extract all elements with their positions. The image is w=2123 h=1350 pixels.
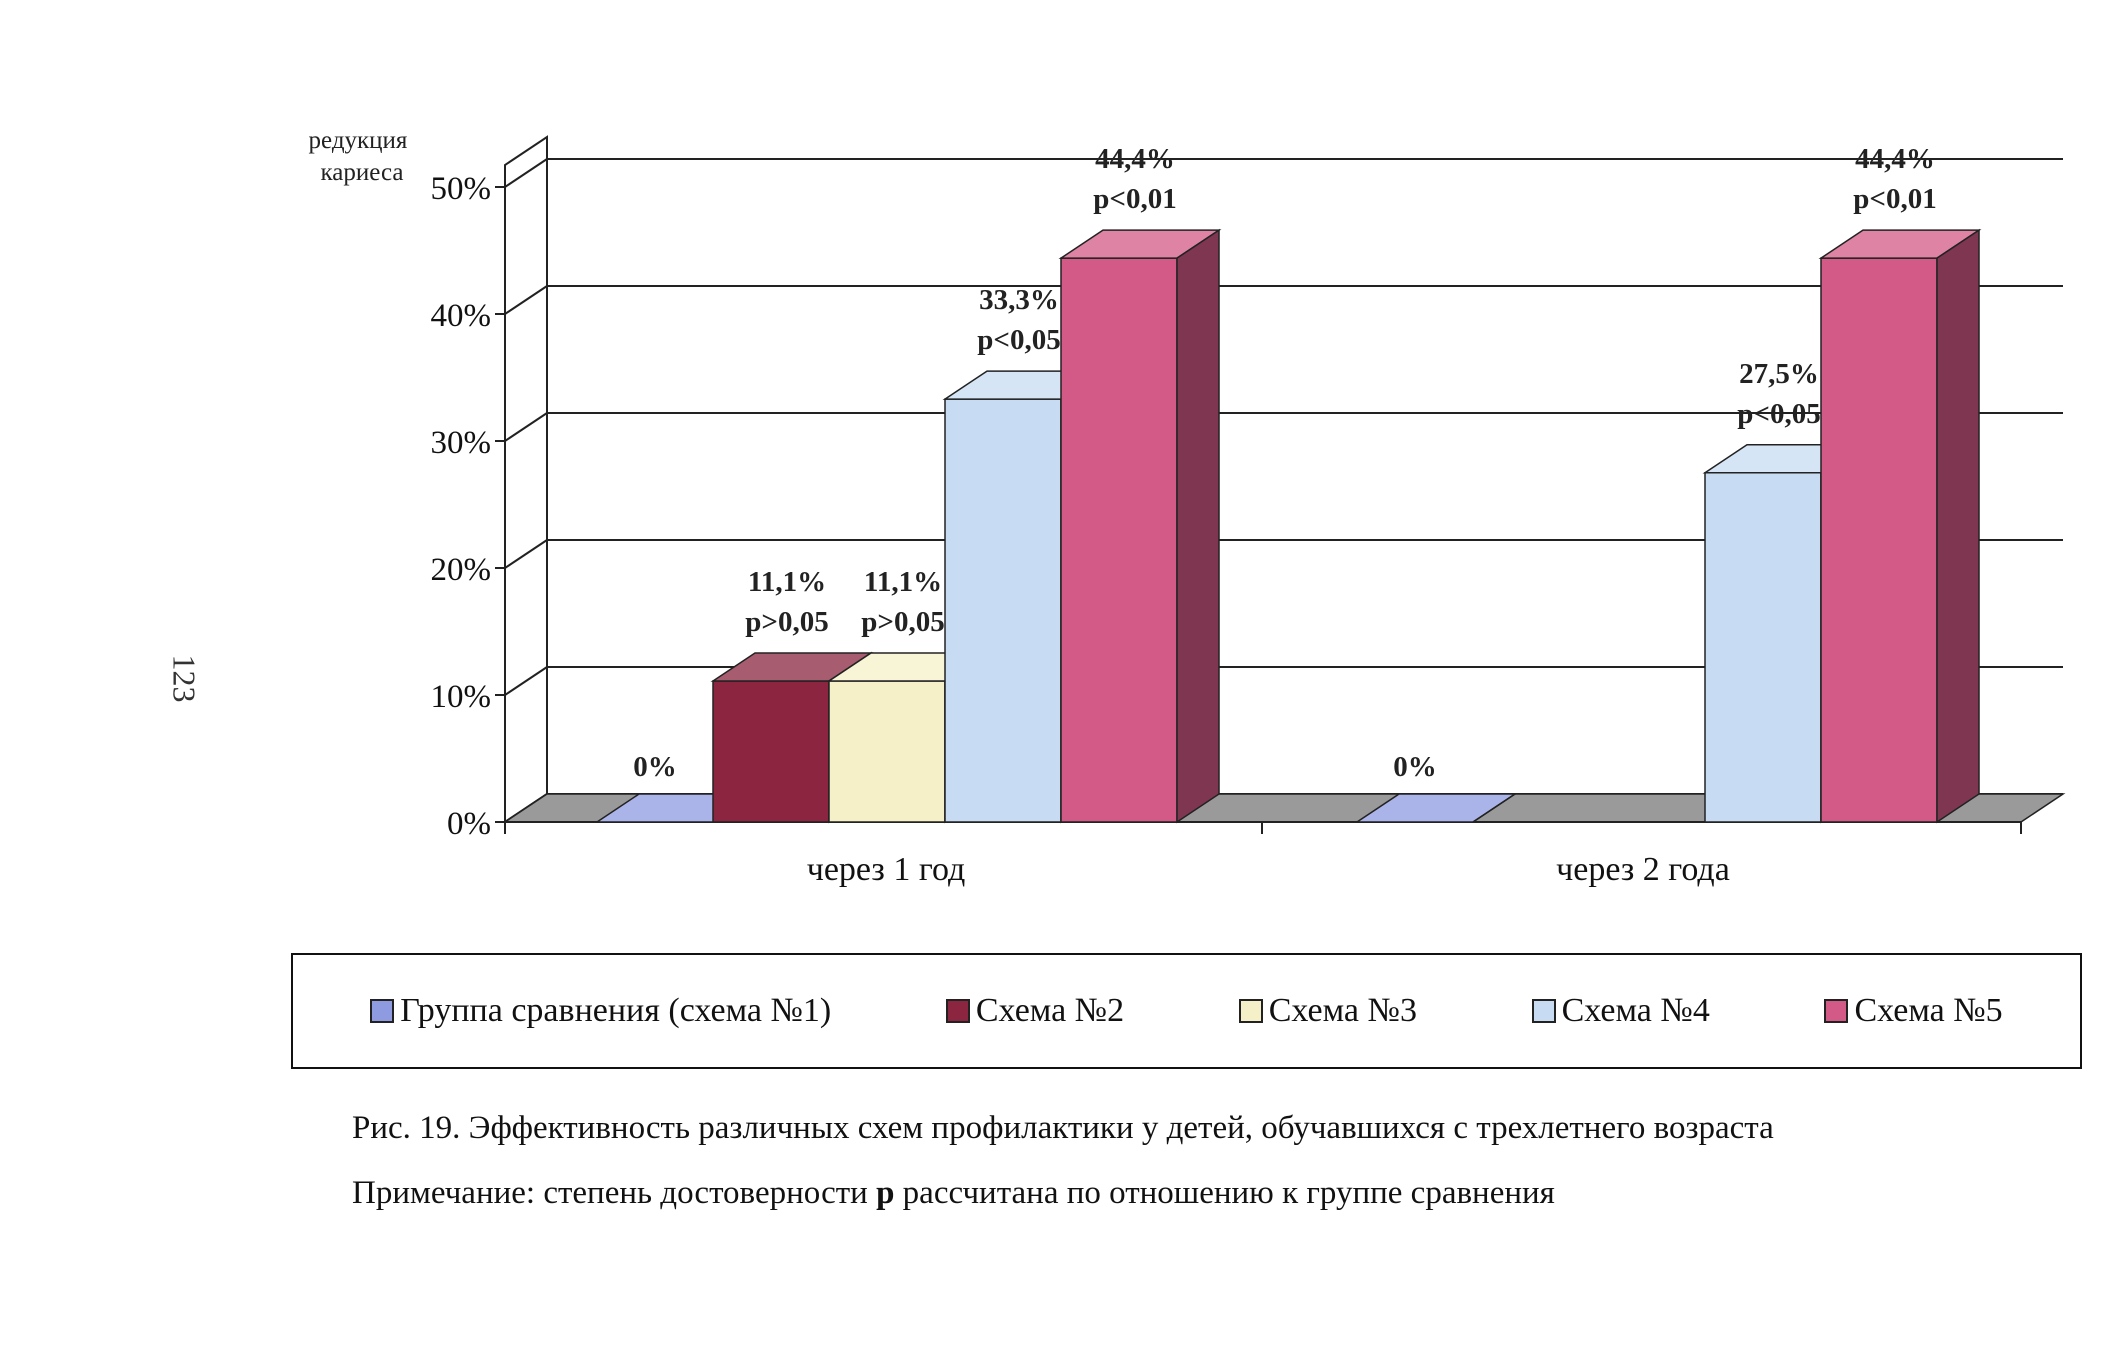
bar-chart: 0% 10% 20% 30% 40% 50% через 1 год через 2 года…	[309, 127, 2066, 888]
legend-item-scheme-1: Группа сравнения (схема №1)	[370, 992, 831, 1030]
data-label: 44,4%	[1095, 143, 1175, 175]
side-wall	[504, 135, 548, 824]
data-label: p<0,05	[1737, 398, 1820, 430]
bar-front	[1820, 257, 1938, 823]
bar	[1354, 793, 1518, 823]
figure-note: Примечание: степень достоверности p расс…	[352, 1175, 1555, 1212]
x-category-label: через 1 год	[807, 851, 966, 888]
data-label: 33,3%	[979, 284, 1059, 316]
y-tick-label: 50%	[431, 171, 492, 207]
legend-swatch	[1824, 999, 1849, 1023]
bar-side	[1176, 228, 1220, 824]
data-label: p>0,05	[861, 606, 944, 638]
legend-item-scheme-3: Схема №3	[1238, 992, 1417, 1030]
gridline-side	[504, 158, 548, 188]
legend-label: Схема №5	[1854, 992, 2003, 1029]
legend-swatch	[370, 999, 395, 1023]
legend-label: Группа сравнения (схема №1)	[400, 992, 832, 1029]
data-label: p<0,01	[1853, 183, 1936, 215]
y-tick-label: 20%	[431, 552, 492, 588]
y-tick-label: 40%	[431, 298, 492, 334]
bar-front	[1704, 472, 1822, 823]
legend-swatch	[1531, 999, 1556, 1023]
bar-side	[1936, 228, 1980, 824]
bar-front	[828, 680, 946, 823]
data-label: p<0,05	[977, 324, 1060, 356]
chart-data-labels: 0% 11,1% p>0,05 11,1% p>0,05 33,3% p<0,05 44,4%…	[633, 143, 1936, 783]
legend-label: Схема №3	[1268, 992, 1417, 1029]
chart-axes: 0% 10% 20% 30% 40% 50% через 1 год через 2 года	[431, 165, 2022, 888]
chart-walls	[504, 135, 548, 824]
y-tick-label: 30%	[431, 425, 492, 461]
chart-bars	[594, 228, 1982, 824]
y-tick-label: 0%	[447, 806, 491, 842]
data-label: p<0,01	[1093, 183, 1176, 215]
bar-front	[712, 680, 830, 823]
bar	[1818, 228, 1982, 824]
gridline-side	[504, 539, 548, 569]
y-axis-title-line2: кариеса	[321, 159, 404, 186]
gridline-side	[504, 666, 548, 696]
bar-front	[1060, 257, 1178, 823]
figure-caption: Рис. 19. Эффективность различных схем пр…	[352, 1110, 1774, 1146]
legend-item-scheme-2: Схема №2	[945, 992, 1125, 1030]
data-label: 27,5%	[1739, 358, 1819, 390]
note-bold-p: p	[876, 1175, 895, 1211]
data-label: 11,1%	[864, 566, 942, 598]
chart-legend: Группа сравнения (схема №1) Схема №2 Схе…	[291, 953, 2082, 1069]
bar-side	[1472, 793, 1516, 823]
bar-front	[944, 398, 1062, 823]
data-label: p>0,05	[745, 606, 828, 638]
legend-item-scheme-5: Схема №5	[1824, 992, 2003, 1030]
x-category-label: через 2 года	[1556, 851, 1730, 888]
data-label: 44,4%	[1855, 143, 1935, 175]
data-label: 0%	[1393, 751, 1437, 783]
data-label: 0%	[633, 751, 677, 783]
y-tick-label: 10%	[431, 679, 492, 715]
legend-label: Схема №2	[975, 992, 1125, 1029]
gridline-side	[504, 412, 548, 442]
legend-swatch	[1238, 999, 1263, 1023]
note-suffix: рассчитана по отношению к группе сравнен…	[894, 1175, 1555, 1211]
legend-swatch	[945, 999, 970, 1023]
gridline-side	[504, 285, 548, 315]
page-number: 123	[166, 654, 203, 703]
data-label: 11,1%	[748, 566, 826, 598]
legend-item-scheme-4: Схема №4	[1531, 992, 1710, 1030]
legend-label: Схема №4	[1561, 992, 1710, 1029]
note-prefix: Примечание: степень достоверности	[352, 1175, 877, 1211]
bar	[1058, 228, 1222, 824]
y-axis-title: редукция	[309, 127, 408, 154]
